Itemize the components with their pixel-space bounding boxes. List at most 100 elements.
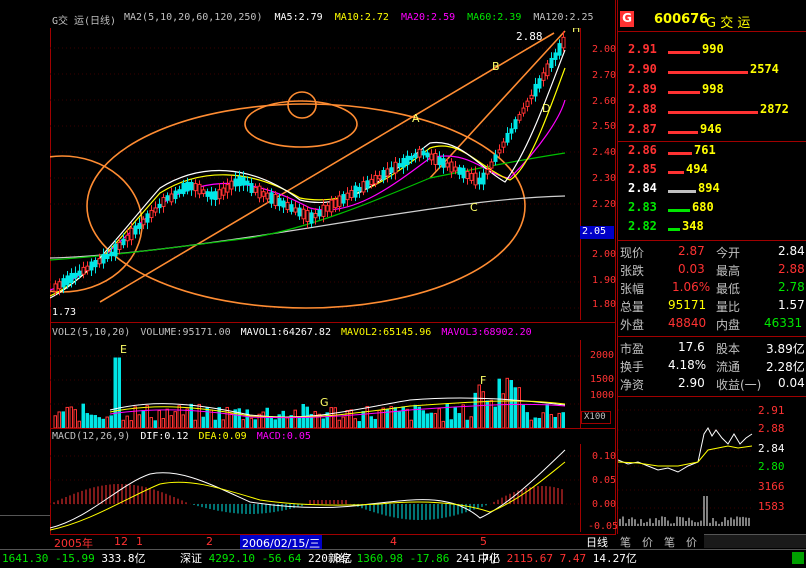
bid-row[interactable]: 2.86 761 — [618, 143, 806, 163]
volume-bar — [365, 405, 369, 428]
bid-bar — [668, 152, 692, 155]
bid-row[interactable]: 2.83 680 — [618, 200, 806, 220]
volume-bar — [197, 403, 201, 428]
bid-volume: 348 — [682, 219, 704, 233]
stat-label: 现价 — [620, 246, 645, 260]
candle-body — [417, 148, 422, 158]
candle-body — [521, 107, 526, 114]
bid-bar — [668, 209, 690, 212]
status-corner-icon[interactable] — [792, 552, 804, 564]
mini-axis-tick: 2.91 — [758, 404, 785, 417]
candle-body — [529, 94, 534, 100]
time-axis[interactable]: 2005年 12 1 2 2006/02/15/三 4 5 — [50, 534, 616, 551]
sz-label: 深证 — [180, 552, 202, 565]
ask-bar — [668, 91, 700, 94]
stat-label: 市盈 — [620, 342, 645, 356]
ask-row[interactable]: 2.87 946 — [618, 122, 806, 142]
volume-chart[interactable]: E F G — [50, 340, 580, 428]
time-year: 2005年 — [54, 537, 93, 550]
bid-row[interactable]: 2.85 494 — [618, 162, 806, 182]
dif-line — [50, 449, 566, 529]
ticker-sh[interactable]: 1641.30 -15.99 333.8亿 — [2, 550, 145, 568]
tab-price-2[interactable]: 价 — [686, 536, 697, 549]
tab-tick[interactable]: 笔 — [620, 536, 631, 549]
axis-tick: 2.30 — [592, 173, 617, 184]
tab-scroll-area[interactable] — [704, 534, 806, 548]
volume-bar — [373, 418, 377, 428]
tab-daily[interactable]: 日线 — [586, 536, 608, 549]
ticker-sz[interactable]: 深证 4292.10 -56.64 220.8亿 — [180, 550, 352, 568]
macd-histogram-group — [53, 484, 563, 520]
volume-bar — [533, 417, 537, 428]
candle-body — [377, 175, 382, 180]
stat-value: 46331 — [764, 316, 803, 330]
dif-value: DIF:0.12 — [140, 431, 189, 442]
xz-change: -17.86 — [409, 552, 450, 565]
candle-body — [405, 155, 410, 166]
candlestick-chart[interactable]: A B C D H 2.88 1.73 — [50, 28, 580, 320]
candle-body — [177, 189, 182, 194]
stock-code: 600676 — [654, 12, 709, 27]
volume-bar — [537, 417, 541, 428]
bid-price: 2.83 — [628, 200, 657, 214]
axis-tick: 2.40 — [592, 147, 617, 158]
volume-bar — [369, 416, 373, 428]
fundamentals-block: 市盈 17.6 股本 3.89亿 换手 4.18% 流通 2.28亿 净资 2.… — [618, 340, 806, 396]
volume-bar — [61, 411, 65, 428]
candle-body — [193, 183, 198, 192]
candle-body — [365, 180, 370, 189]
candle-body — [197, 183, 202, 195]
volume-bar — [181, 414, 185, 428]
candle-body — [437, 156, 442, 166]
price-high-label: 2.88 — [516, 30, 543, 43]
volume-bar — [501, 393, 505, 428]
bid-row[interactable]: 2.84 894 — [618, 181, 806, 201]
volume-bar — [297, 417, 301, 428]
candle-body — [301, 208, 306, 220]
candle-body — [505, 132, 510, 143]
stat-value: 2.78 — [778, 280, 805, 294]
bid-row[interactable]: 2.82 348 — [618, 219, 806, 239]
ask-row[interactable]: 2.89 998 — [618, 82, 806, 102]
macd-chart[interactable] — [50, 444, 580, 532]
candle-body — [93, 260, 98, 268]
candle-body — [441, 158, 446, 168]
stat-row: 张幅 1.06% 最低 2.78 — [618, 280, 806, 297]
tab-tick-2[interactable]: 笔 — [664, 536, 675, 549]
ma10-value: MA10:2.72 — [334, 12, 389, 23]
candle-body — [349, 189, 354, 199]
volume-bar — [281, 410, 285, 428]
volume-bar — [349, 409, 353, 428]
volume-bar — [177, 405, 181, 428]
label-f: F — [480, 374, 486, 387]
ask-bar — [668, 131, 698, 134]
ask-row[interactable]: 2.88 2872 — [618, 102, 806, 122]
candle-body — [421, 150, 426, 156]
stat-label: 换手 — [620, 360, 645, 374]
candle-body — [465, 171, 470, 179]
volume-bar — [521, 405, 525, 428]
tab-price[interactable]: 价 — [642, 536, 653, 549]
ticker-zx[interactable]: 中小 2115.67 7.47 14.27亿 — [478, 550, 637, 568]
candle-body — [477, 177, 482, 185]
bid-volume: 494 — [686, 162, 708, 176]
main-chart-panel[interactable] — [0, 0, 616, 534]
volume-bar — [153, 420, 157, 428]
volume-bar — [541, 412, 545, 428]
mid-ellipse-annotation — [244, 100, 358, 148]
volume-bar — [465, 419, 469, 428]
ask-row[interactable]: 2.91 990 — [618, 42, 806, 62]
axis-tick: 1.80 — [592, 299, 617, 310]
ma-legend: MA2(5,10,20,60,120,250) MA5:2.79 MA10:2.… — [124, 12, 594, 23]
axis-tick: 2.50 — [592, 121, 617, 132]
ask-book: 2.91 990 2.90 2574 2.89 998 2.88 2872 2.… — [618, 42, 806, 142]
candle-body — [501, 141, 506, 148]
volume-bar — [201, 416, 205, 428]
intraday-mini-chart[interactable] — [618, 400, 754, 530]
ask-row[interactable]: 2.90 2574 — [618, 62, 806, 82]
candle-body — [73, 272, 78, 279]
volume-bar — [433, 413, 437, 428]
ticker-xz[interactable]: 新综 1360.98 -17.86 241.7亿 — [328, 550, 500, 568]
volume-bar — [529, 419, 533, 428]
candle-body — [133, 225, 138, 235]
